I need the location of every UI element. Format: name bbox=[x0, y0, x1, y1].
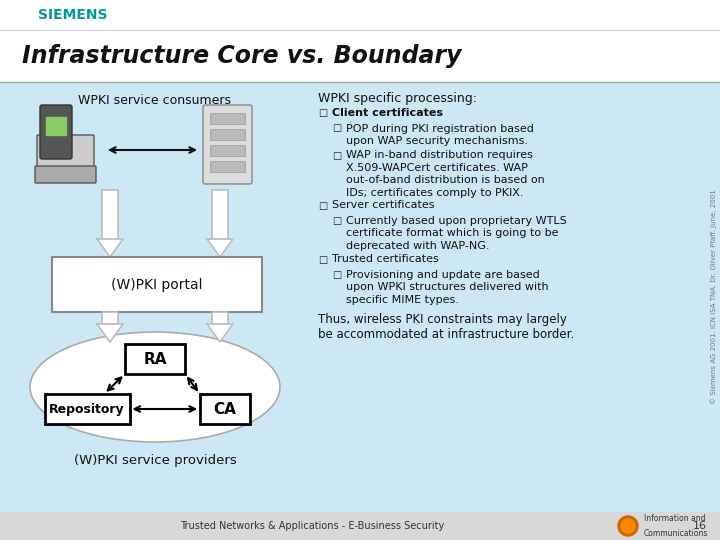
Text: Currently based upon proprietary WTLS
certificate format which is going to be
de: Currently based upon proprietary WTLS ce… bbox=[346, 216, 567, 251]
Text: WPKI specific processing:: WPKI specific processing: bbox=[318, 92, 477, 105]
Polygon shape bbox=[207, 239, 233, 257]
Text: □: □ bbox=[318, 254, 328, 265]
Text: Client certificates: Client certificates bbox=[332, 108, 443, 118]
Bar bbox=[45, 394, 130, 424]
Text: □: □ bbox=[332, 124, 341, 133]
Text: Trusted Networks & Applications - E-Business Security: Trusted Networks & Applications - E-Busi… bbox=[180, 521, 444, 531]
Text: POP during PKI registration based
upon WAP security mechanisms.: POP during PKI registration based upon W… bbox=[346, 124, 534, 146]
FancyBboxPatch shape bbox=[40, 105, 72, 159]
Bar bbox=[200, 394, 250, 424]
Text: Information and: Information and bbox=[644, 514, 706, 523]
Circle shape bbox=[618, 516, 638, 536]
Bar bbox=[52, 257, 262, 312]
Polygon shape bbox=[207, 324, 233, 342]
Bar bbox=[210, 145, 245, 156]
FancyBboxPatch shape bbox=[37, 135, 94, 169]
Ellipse shape bbox=[30, 332, 280, 442]
Text: Communications: Communications bbox=[644, 529, 708, 538]
Text: RA: RA bbox=[143, 352, 167, 367]
Text: WAP in-band distribution requires
X.509-WAPCert certificates. WAP
out-of-band di: WAP in-band distribution requires X.509-… bbox=[346, 151, 545, 198]
Text: Server certificates: Server certificates bbox=[332, 200, 434, 211]
Circle shape bbox=[621, 519, 635, 533]
Bar bbox=[212, 312, 228, 324]
Text: SIEMENS: SIEMENS bbox=[38, 8, 107, 22]
Polygon shape bbox=[97, 324, 123, 342]
Bar bbox=[46, 117, 66, 135]
Text: □: □ bbox=[318, 108, 328, 118]
Bar bbox=[0, 0, 720, 82]
Bar bbox=[212, 190, 228, 239]
Bar bbox=[0, 512, 720, 540]
Text: □: □ bbox=[332, 270, 341, 280]
Bar bbox=[210, 129, 245, 140]
Text: (W)PKI portal: (W)PKI portal bbox=[112, 278, 203, 292]
Bar bbox=[125, 344, 185, 374]
Bar bbox=[102, 190, 118, 239]
Text: Provisioning and update are based
upon WPKI structures delivered with
specific M: Provisioning and update are based upon W… bbox=[346, 270, 549, 305]
FancyBboxPatch shape bbox=[203, 105, 252, 184]
Text: □: □ bbox=[318, 200, 328, 211]
Text: Thus, wireless PKI constraints may largely
be accommodated at infrastructure bor: Thus, wireless PKI constraints may large… bbox=[318, 313, 575, 341]
Text: 16: 16 bbox=[693, 521, 707, 531]
Polygon shape bbox=[97, 239, 123, 257]
Text: Trusted certificates: Trusted certificates bbox=[332, 254, 438, 265]
Bar bbox=[210, 161, 245, 172]
Text: □: □ bbox=[332, 151, 341, 160]
FancyBboxPatch shape bbox=[35, 166, 96, 183]
Text: (W)PKI service providers: (W)PKI service providers bbox=[73, 454, 236, 467]
Text: WPKI service consumers: WPKI service consumers bbox=[78, 94, 232, 107]
Text: © Siemens AG 2001. ICN ISA TNA. Dr. Oliver Pfaff. June, 2001: © Siemens AG 2001. ICN ISA TNA. Dr. Oliv… bbox=[711, 190, 717, 404]
Bar bbox=[210, 113, 245, 124]
Text: Infrastructure Core vs. Boundary: Infrastructure Core vs. Boundary bbox=[22, 44, 462, 68]
Bar bbox=[0, 82, 720, 512]
Text: Repository: Repository bbox=[49, 402, 125, 415]
Bar bbox=[102, 312, 118, 324]
Text: □: □ bbox=[332, 216, 341, 226]
Text: CA: CA bbox=[214, 402, 236, 416]
